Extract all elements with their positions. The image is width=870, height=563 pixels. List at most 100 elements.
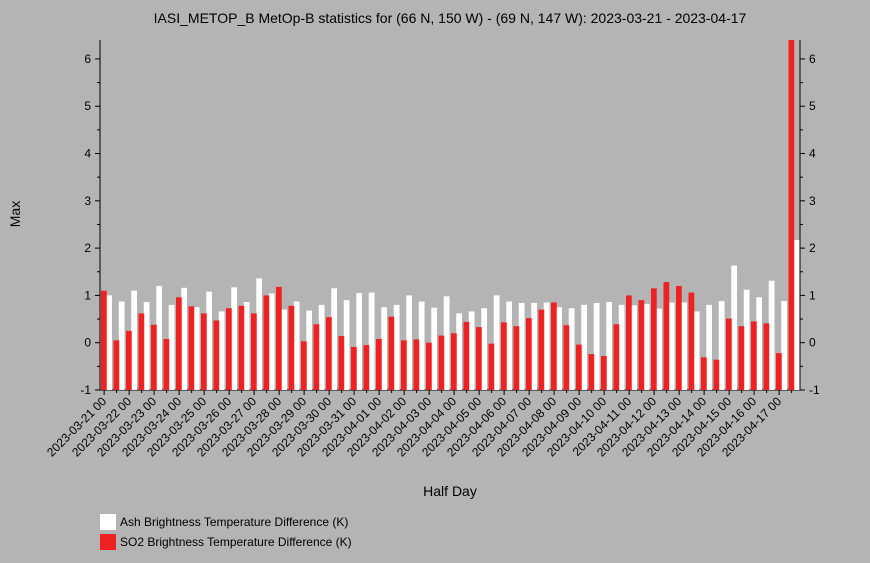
bar-so2 [488, 343, 495, 390]
y-tick-label-left: 5 [84, 99, 91, 113]
x-axis-label: Half Day [423, 483, 477, 499]
bar-so2 [288, 305, 295, 390]
y-tick-label-left: 4 [84, 147, 91, 161]
bar-so2 [676, 285, 682, 390]
legend-item-ash: Ash Brightness Temperature Difference (K… [100, 512, 352, 532]
bar-so2 [176, 297, 182, 390]
bar-so2 [651, 288, 657, 390]
bar-ash [581, 304, 587, 390]
bar-ash [131, 290, 137, 390]
bar-ash [443, 296, 450, 390]
y-tick-label-left: 0 [84, 336, 91, 350]
y-tick-label-right: 0 [809, 336, 816, 350]
y-tick-label-right: -1 [809, 383, 820, 397]
y-tick-label-right: 4 [809, 147, 816, 161]
bar-so2 [163, 338, 170, 390]
bar-so2 [263, 295, 270, 390]
bar-ash [631, 305, 637, 390]
bar-so2 [401, 340, 407, 390]
bar-ash [743, 289, 750, 390]
bar-ash [506, 301, 512, 390]
bar-ash [181, 287, 187, 390]
bar-ash [406, 295, 412, 390]
bar-so2 [113, 340, 120, 390]
bar-ash [306, 310, 312, 390]
bar-ash [368, 292, 375, 390]
bar-so2 [788, 40, 795, 390]
legend-swatch-ash [100, 514, 116, 530]
bar-ash [293, 301, 300, 390]
bar-so2 [151, 324, 157, 390]
bar-ash [431, 307, 437, 390]
bar-so2 [188, 306, 195, 390]
bar-so2 [551, 302, 557, 390]
bar-so2 [476, 327, 482, 390]
bar-so2 [213, 320, 220, 390]
y-tick-label-left: -1 [80, 383, 91, 397]
bar-ash [556, 307, 562, 390]
bar-so2 [751, 321, 757, 390]
bar-so2 [326, 317, 332, 390]
bar-ash [343, 300, 350, 390]
bar-so2 [563, 325, 570, 390]
bar-ash [256, 278, 262, 390]
bar-so2 [601, 355, 607, 390]
bar-ash [381, 307, 387, 390]
bar-ash [518, 302, 525, 390]
bar-ash [693, 311, 700, 390]
bar-so2 [426, 342, 432, 390]
bar-so2 [388, 316, 395, 390]
bar-ash [781, 301, 787, 390]
bar-so2 [438, 335, 445, 390]
y-tick-label-left: 1 [84, 288, 91, 302]
y-axis-label: Max [7, 201, 23, 227]
bar-so2 [726, 318, 732, 390]
bar-so2 [226, 308, 232, 390]
bar-so2 [613, 324, 620, 390]
bar-so2 [513, 326, 520, 390]
y-tick-label-right: 2 [809, 241, 816, 255]
chart-title: IASI_METOP_B MetOp-B statistics for (66 … [154, 10, 747, 26]
bar-so2 [413, 339, 420, 390]
bar-so2 [576, 344, 582, 390]
bar-so2 [376, 338, 382, 390]
bar-ash [281, 309, 287, 390]
bar-so2 [101, 290, 107, 390]
bar-ash [418, 301, 425, 390]
legend: Ash Brightness Temperature Difference (K… [100, 512, 352, 552]
bar-so2 [463, 321, 470, 390]
bar-ash [768, 280, 775, 390]
bar-so2 [701, 357, 707, 390]
y-tick-label-left: 6 [84, 52, 91, 66]
bar-ash [681, 302, 687, 390]
bar-ash [668, 302, 675, 390]
bar-so2 [501, 322, 507, 390]
bar-ash [231, 287, 237, 390]
bar-ash [143, 302, 150, 390]
bar-so2 [363, 345, 370, 390]
bar-ash [268, 293, 275, 390]
bar-so2 [313, 324, 320, 390]
bar-ash [218, 311, 225, 390]
bar-so2 [763, 323, 770, 390]
bar-ash [618, 304, 625, 390]
bar-ash [156, 285, 162, 390]
bar-so2 [201, 313, 207, 390]
bar-ash [456, 313, 462, 390]
bar-so2 [238, 305, 245, 390]
bar-ash [468, 311, 475, 390]
bar-ash [643, 303, 650, 390]
bar-ash [206, 291, 212, 390]
bar-so2 [126, 330, 132, 390]
bar-ash [193, 307, 200, 390]
bar-ash [756, 297, 762, 390]
bar-ash [331, 288, 337, 390]
y-tick-label-right: 3 [809, 194, 816, 208]
bar-ash [606, 302, 612, 390]
bar-so2 [638, 300, 645, 390]
bar-so2 [588, 354, 595, 390]
bar-ash [568, 308, 575, 390]
bar-so2 [276, 286, 282, 390]
